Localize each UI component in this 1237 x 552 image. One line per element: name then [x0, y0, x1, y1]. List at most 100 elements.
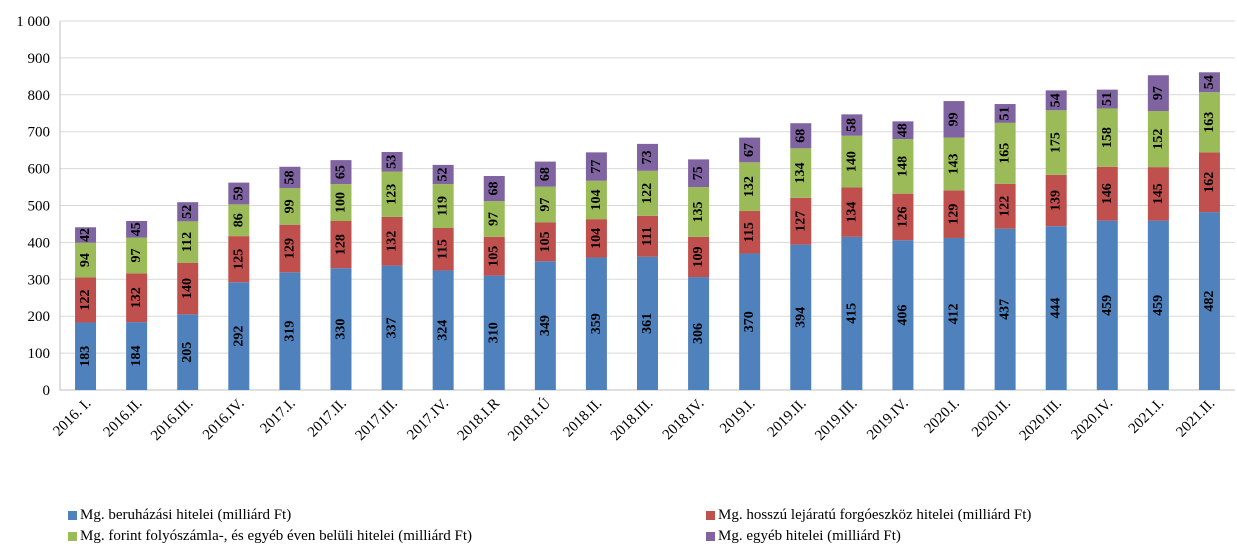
bar-segment [892, 121, 914, 140]
data-label: 459 [1151, 295, 1166, 316]
data-label: 145 [1151, 183, 1166, 204]
bar-segment [994, 183, 1016, 229]
data-label: 406 [895, 305, 910, 326]
data-label: 52 [180, 205, 195, 219]
data-label: 129 [947, 204, 962, 225]
data-label: 58 [844, 118, 859, 132]
bar-segment [688, 187, 710, 237]
x-tick-label: 2020.II. [969, 396, 1014, 441]
data-label: 48 [895, 123, 910, 137]
bar-segment [994, 228, 1016, 390]
data-label: 58 [282, 170, 297, 184]
data-label: 205 [180, 342, 195, 363]
data-label: 162 [1202, 172, 1217, 193]
y-tick-label: 700 [28, 125, 51, 141]
bar-segment [228, 236, 250, 283]
data-label: 52 [436, 168, 451, 182]
data-label: 132 [742, 176, 757, 197]
data-label: 183 [78, 346, 93, 367]
data-label: 482 [1202, 291, 1217, 312]
bar-segment [177, 314, 199, 390]
y-tick-label: 100 [28, 346, 51, 362]
data-label: 306 [691, 323, 706, 344]
bar-segment [1045, 110, 1067, 175]
bar-segment [1198, 212, 1220, 390]
bar-segment [739, 162, 761, 212]
data-label: 125 [231, 249, 246, 270]
bar-segment [279, 224, 301, 273]
data-label: 412 [947, 303, 962, 324]
data-label: 148 [895, 156, 910, 177]
bar-segment [637, 143, 658, 171]
data-label: 359 [589, 313, 604, 334]
bar-segment [534, 222, 556, 262]
bar-segment [1198, 92, 1220, 153]
x-tick-label: 2019.II. [765, 396, 810, 441]
bar-segment [841, 236, 863, 390]
bar-segment [1147, 75, 1169, 112]
x-tick-label: 2017.I. [257, 396, 298, 437]
data-label: 134 [844, 202, 859, 223]
data-label: 86 [231, 213, 246, 227]
data-label: 97 [129, 248, 144, 262]
data-label: 165 [998, 143, 1013, 164]
data-label: 330 [333, 319, 348, 340]
data-label: 444 [1049, 298, 1064, 319]
data-label: 175 [1049, 132, 1064, 153]
bar-segment [739, 137, 761, 163]
x-tick-label: 2021.I. [1126, 396, 1167, 437]
x-tick-label: 2020.III. [1017, 396, 1065, 444]
data-label: 370 [742, 311, 757, 332]
data-label: 105 [487, 246, 502, 267]
data-label: 105 [538, 231, 553, 252]
y-tick-label: 500 [28, 199, 51, 215]
bar-segment [688, 159, 710, 188]
x-tick-label: 2016. I. [50, 396, 94, 440]
data-label: 51 [998, 106, 1013, 120]
bar-segment [994, 104, 1016, 123]
bar-segment [381, 151, 403, 172]
bar-segment [841, 114, 863, 136]
data-label: 77 [589, 160, 604, 174]
bar-segment [126, 273, 148, 323]
bar-segment [381, 216, 403, 266]
bar-segment [228, 204, 250, 237]
bar-segment [585, 219, 607, 258]
x-tick-label: 2018.I.Ú [504, 395, 554, 445]
bar-segment [790, 244, 812, 390]
x-tick-label: 2017.IV. [404, 396, 452, 444]
data-label: 140 [844, 151, 859, 172]
x-tick-label: 2018.II. [560, 396, 605, 441]
bar-segment [688, 236, 710, 278]
data-label: 109 [691, 246, 706, 267]
bar-segment [126, 322, 148, 390]
data-label: 415 [844, 303, 859, 324]
data-label: 140 [180, 278, 195, 299]
bar-segment [432, 270, 454, 390]
data-label: 292 [231, 326, 246, 347]
data-label: 127 [793, 211, 808, 232]
bar-segment [739, 253, 761, 390]
x-tick-label: 2018.IV. [660, 396, 708, 444]
bar-segment [1045, 90, 1067, 111]
bar-segment [75, 322, 97, 390]
data-label: 97 [538, 198, 553, 212]
y-tick-label: 300 [28, 272, 51, 288]
data-label: 152 [1151, 129, 1166, 150]
bar-segment [1045, 174, 1067, 227]
bar-segment [330, 160, 352, 185]
data-label: 115 [742, 222, 757, 242]
bar-segment [994, 122, 1016, 184]
bar-segment [534, 161, 556, 187]
bar-segment [1147, 167, 1169, 221]
y-tick-label: 900 [28, 51, 51, 67]
bar-segment [637, 256, 658, 390]
data-label: 361 [640, 313, 655, 334]
data-label: 104 [589, 189, 604, 210]
bar-segment [1198, 152, 1220, 213]
bar-segment [585, 180, 607, 220]
bar-segment [943, 190, 965, 238]
data-label: 94 [78, 253, 93, 267]
data-label: 122 [998, 196, 1013, 217]
data-label: 132 [385, 231, 400, 252]
